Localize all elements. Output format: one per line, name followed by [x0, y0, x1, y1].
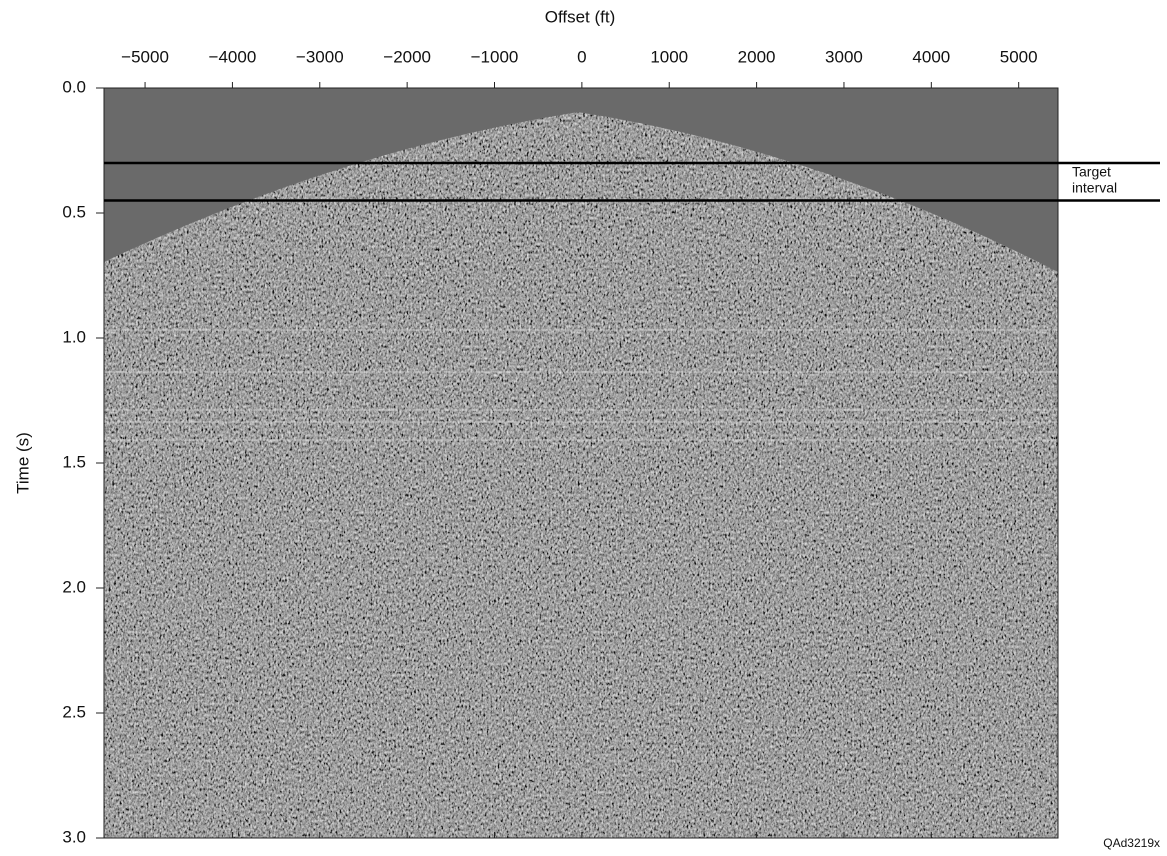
y-tick-label: 3.0 [62, 827, 86, 846]
x-axis-title: Offset (ft) [545, 7, 616, 26]
x-tick-label: 2000 [738, 47, 776, 66]
x-tick-label: 1000 [650, 47, 688, 66]
figure-id: QAd3219x [1103, 836, 1160, 850]
annotation-line: interval [1072, 180, 1117, 196]
x-tick-label: 5000 [1000, 47, 1038, 66]
annotation-line: Target [1072, 164, 1111, 180]
y-tick-label: 1.0 [62, 327, 86, 346]
x-tick-label: −1000 [471, 47, 519, 66]
x-tick-label: 3000 [825, 47, 863, 66]
x-tick-label: −2000 [383, 47, 431, 66]
y-tick-label: 2.5 [62, 702, 86, 721]
x-tick-label: −3000 [296, 47, 344, 66]
x-tick-label: 0 [577, 47, 586, 66]
y-tick-label: 1.5 [62, 452, 86, 471]
x-tick-label: 4000 [912, 47, 950, 66]
y-tick-label: 2.0 [62, 577, 86, 596]
y-axis-title: Time (s) [13, 432, 32, 494]
y-tick-label: 0.5 [62, 202, 86, 221]
x-tick-label: −5000 [121, 47, 169, 66]
x-tick-label: −4000 [209, 47, 257, 66]
y-tick-label: 0.0 [62, 77, 86, 96]
seismic-texture [104, 112, 1058, 838]
